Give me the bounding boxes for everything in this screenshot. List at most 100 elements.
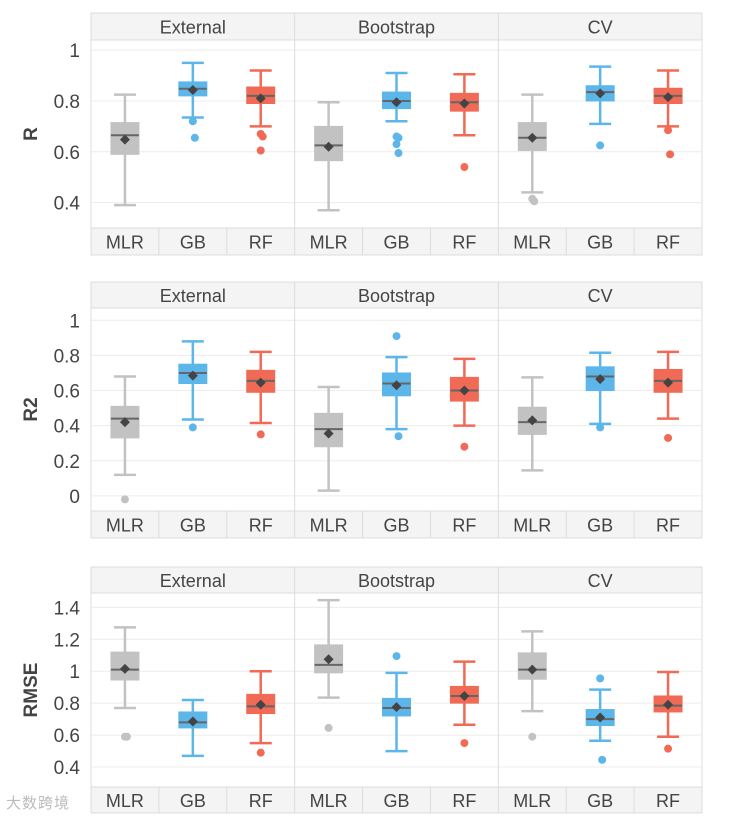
box-cv-mlr	[517, 376, 547, 472]
y-tick-label: 0.2	[54, 452, 80, 473]
mean-marker	[255, 699, 266, 710]
category-strip	[90, 227, 703, 256]
mean-marker	[119, 417, 130, 428]
mean-marker	[459, 98, 470, 109]
x-tick-label: MLR	[513, 791, 551, 811]
mean-marker	[527, 664, 538, 675]
outlier-point	[188, 423, 197, 432]
x-tick-label: MLR	[310, 791, 348, 811]
box-external-gb	[178, 698, 208, 758]
box-cv-mlr	[517, 93, 547, 206]
mean-marker	[323, 428, 334, 439]
box-bootstrap-gb	[382, 652, 411, 753]
y-tick-label: 0.8	[54, 346, 80, 367]
outlier-point	[530, 197, 539, 206]
facet-label: Bootstrap	[358, 571, 435, 591]
outlier-point	[460, 442, 469, 451]
mean-marker	[323, 141, 334, 152]
outlier-point	[324, 723, 333, 732]
x-tick-label: MLR	[513, 233, 551, 253]
facet-strip	[90, 566, 703, 594]
mean-marker	[527, 132, 538, 143]
box-bootstrap-mlr	[314, 598, 344, 732]
y-tick-label: 0.6	[54, 143, 80, 164]
box-external-rf	[246, 350, 276, 439]
x-tick-label: GB	[180, 791, 206, 811]
x-tick-label: GB	[383, 516, 409, 536]
box-bootstrap-mlr	[314, 385, 344, 492]
mean-marker	[391, 380, 402, 391]
box-bootstrap-gb	[382, 332, 411, 441]
outlier-point	[190, 133, 199, 142]
facet-label: Bootstrap	[358, 286, 435, 306]
x-tick-label: GB	[180, 233, 206, 253]
box-cv-gb	[585, 65, 615, 150]
panel-r2: 0 0.2 0.4 0.6 0.8 1 R2 External MLR GB RF Bootstrap…	[21, 281, 703, 539]
panel-rmse: 0.4 0.6 0.8 1 1.2 1.4 RMSE External MLR GB RF Boots…	[21, 566, 703, 814]
x-tick-label: GB	[383, 233, 409, 253]
facet-label: External	[160, 18, 226, 38]
mean-marker	[527, 415, 538, 426]
mean-marker	[663, 92, 674, 103]
y-tick-label: 0.4	[54, 194, 81, 215]
outlier-point	[394, 432, 403, 441]
mean-marker	[459, 385, 470, 396]
outlier-point	[258, 132, 267, 141]
y-tick-label: 0.8	[54, 694, 80, 715]
mean-marker	[459, 690, 470, 701]
y-tick-label: 1	[69, 662, 80, 683]
y-axis-title: R2	[21, 397, 42, 421]
outlier-point	[394, 133, 403, 142]
outlier-point	[664, 126, 673, 135]
y-tick-label: 1	[69, 41, 80, 62]
panel-r: 0.4 0.6 0.8 1 R External MLR GB RF Bootstrap MLR GB…	[21, 12, 703, 256]
mean-marker	[663, 377, 674, 388]
mean-marker	[255, 377, 266, 388]
facet-label: CV	[588, 286, 613, 306]
box-external-mlr	[110, 375, 140, 504]
mean-marker	[391, 702, 402, 713]
category-strip	[90, 510, 703, 539]
x-tick-label: GB	[180, 516, 206, 536]
outlier-point	[256, 146, 265, 155]
x-tick-label: RF	[249, 516, 273, 536]
y-tick-label: 0.6	[54, 726, 80, 747]
x-tick-label: MLR	[106, 791, 144, 811]
x-tick-label: GB	[587, 233, 613, 253]
facet-label: Bootstrap	[358, 18, 435, 38]
facet-label: External	[160, 286, 226, 306]
box-bootstrap-gb	[382, 71, 411, 158]
watermark: 大数跨境	[6, 795, 71, 812]
box-cv-mlr	[517, 630, 547, 741]
x-tick-label: MLR	[513, 516, 551, 536]
outlier-point	[460, 739, 469, 748]
y-axis-title: RMSE	[21, 663, 42, 718]
mean-marker	[255, 93, 266, 104]
x-tick-label: RF	[656, 516, 680, 536]
facet-strip	[90, 281, 703, 309]
y-tick-label: 0.4	[54, 758, 81, 779]
mean-marker	[187, 370, 198, 381]
box-cv-rf	[653, 670, 683, 753]
box-cv-gb	[585, 351, 615, 432]
y-tick-label: 0.4	[54, 417, 81, 438]
y-tick-label: 1	[69, 311, 80, 332]
y-tick-label: 1.2	[54, 630, 80, 651]
outlier-point	[664, 433, 673, 442]
mean-marker	[187, 85, 198, 96]
mean-marker	[391, 97, 402, 108]
box-external-gb	[178, 61, 208, 142]
outlier-point	[392, 332, 401, 341]
x-tick-label: RF	[249, 233, 273, 253]
box-cv-gb	[585, 674, 615, 764]
x-tick-label: RF	[452, 791, 476, 811]
outlier-point	[256, 430, 265, 439]
y-tick-label: 0.8	[54, 92, 80, 113]
mean-marker	[595, 374, 606, 385]
mean-marker	[595, 88, 606, 99]
outlier-point	[528, 732, 537, 741]
facet-label: CV	[588, 18, 613, 38]
y-tick-label: 0	[69, 487, 80, 508]
x-tick-label: RF	[452, 516, 476, 536]
box-bootstrap-mlr	[314, 100, 344, 212]
